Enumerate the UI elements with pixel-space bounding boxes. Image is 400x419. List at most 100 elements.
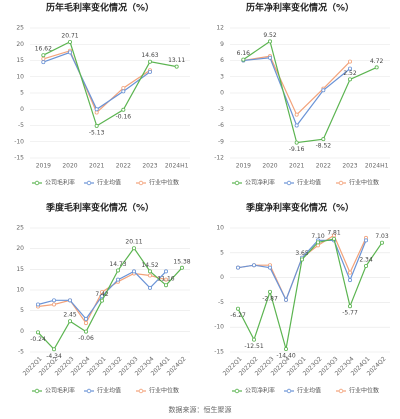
- data-point: [163, 277, 168, 282]
- source-note: 数据来源：恒生聚源: [169, 405, 232, 414]
- data-label: 6.16: [237, 50, 251, 57]
- data-label: 2.52: [343, 70, 357, 77]
- data-point: [41, 60, 46, 65]
- data-label: -2.87: [262, 295, 278, 302]
- legend-label: 行业均值: [297, 179, 321, 187]
- y-tick-label: -15: [214, 349, 224, 356]
- data-point: [116, 277, 121, 282]
- data-label: 7.03: [375, 233, 389, 240]
- data-point: [94, 107, 99, 112]
- data-point: [163, 269, 168, 274]
- data-point: [347, 66, 352, 71]
- y-tick-label: 6: [220, 57, 224, 64]
- data-point: [363, 263, 368, 268]
- data-label: 16.62: [35, 46, 52, 53]
- series-line: [43, 41, 177, 127]
- data-point: [68, 298, 73, 303]
- data-point: [163, 283, 168, 288]
- data-point: [41, 53, 46, 58]
- data-label: 4.72: [370, 58, 384, 65]
- legend-marker: [138, 388, 144, 394]
- data-label: -0.24: [30, 336, 46, 343]
- legend-marker: [86, 388, 92, 394]
- data-label: -0.16: [116, 113, 132, 120]
- data-label: -8.52: [316, 143, 332, 150]
- y-tick-label: 0: [220, 90, 224, 97]
- data-point: [374, 65, 379, 70]
- data-label: 3.65: [295, 250, 309, 257]
- data-label: 14.63: [141, 52, 158, 59]
- data-point: [147, 285, 152, 290]
- series-line: [37, 247, 183, 351]
- data-point: [347, 270, 352, 275]
- data-point: [267, 289, 272, 294]
- data-label: 11.16: [157, 276, 174, 283]
- data-point: [331, 236, 336, 241]
- x-tick-label: 2021: [289, 163, 304, 170]
- x-tick-label: 2024H1: [365, 163, 389, 170]
- data-label: 14.52: [141, 262, 158, 269]
- data-point: [121, 107, 126, 112]
- data-label: 9.52: [263, 32, 277, 39]
- data-point: [347, 278, 352, 283]
- series-line: [237, 238, 383, 350]
- legend-marker: [34, 388, 40, 394]
- data-point: [235, 306, 240, 311]
- y-tick-label: 20: [16, 41, 24, 48]
- data-point: [41, 56, 46, 61]
- data-point: [131, 269, 136, 274]
- x-tick-label: 2023: [142, 163, 157, 170]
- x-tick-label: 2021: [89, 163, 104, 170]
- y-tick-label: -12: [214, 155, 224, 162]
- data-point: [347, 59, 352, 64]
- data-point: [174, 64, 179, 69]
- data-point: [283, 297, 288, 302]
- data-label: -4.34: [46, 353, 62, 360]
- x-tick-label: 2020: [262, 163, 277, 170]
- x-tick-label: 2019: [36, 163, 51, 170]
- legend-label: 公司毛利率: [45, 387, 75, 395]
- y-tick-label: 10: [16, 287, 24, 294]
- data-point: [84, 329, 89, 334]
- y-tick-label: -5: [18, 122, 24, 129]
- data-point: [294, 140, 299, 145]
- data-point: [121, 86, 126, 91]
- legend-marker: [234, 180, 240, 186]
- data-point: [315, 240, 320, 245]
- data-point: [147, 273, 152, 278]
- data-point: [147, 69, 152, 74]
- data-label: -0.06: [78, 335, 94, 342]
- data-point: [267, 39, 272, 44]
- x-tick-label: 2024H1: [165, 163, 189, 170]
- data-point: [235, 265, 240, 270]
- legend-marker: [34, 180, 40, 186]
- y-tick-label: -10: [14, 138, 24, 145]
- data-point: [267, 265, 272, 270]
- x-tick-label: 2019: [236, 163, 251, 170]
- data-point: [84, 316, 89, 321]
- y-tick-label: 5: [20, 90, 24, 97]
- data-label: -12.51: [244, 343, 264, 350]
- data-label: 7.10: [311, 233, 325, 240]
- y-tick-label: 0: [220, 274, 224, 281]
- y-tick-label: 15: [16, 266, 24, 273]
- chart-title: 历年毛利率变化情况（%）: [46, 2, 154, 14]
- y-tick-label: 10: [216, 225, 224, 232]
- data-label: 13.11: [168, 57, 185, 64]
- series-line: [43, 50, 151, 114]
- data-point: [36, 330, 41, 335]
- legend-label: 行业均值: [97, 179, 121, 187]
- legend-marker: [286, 388, 292, 394]
- data-point: [147, 269, 152, 274]
- chart-title: 季度净利率变化情况（%）: [245, 202, 354, 214]
- y-tick-label: 5: [220, 249, 224, 256]
- y-tick-label: -5: [18, 349, 24, 356]
- data-point: [52, 302, 57, 307]
- x-tick-label: 2020: [62, 163, 77, 170]
- y-tick-label: 15: [16, 57, 24, 64]
- data-label: -14.40: [276, 353, 296, 360]
- data-label: -6.27: [230, 312, 246, 319]
- data-point: [131, 246, 136, 251]
- data-point: [52, 298, 57, 303]
